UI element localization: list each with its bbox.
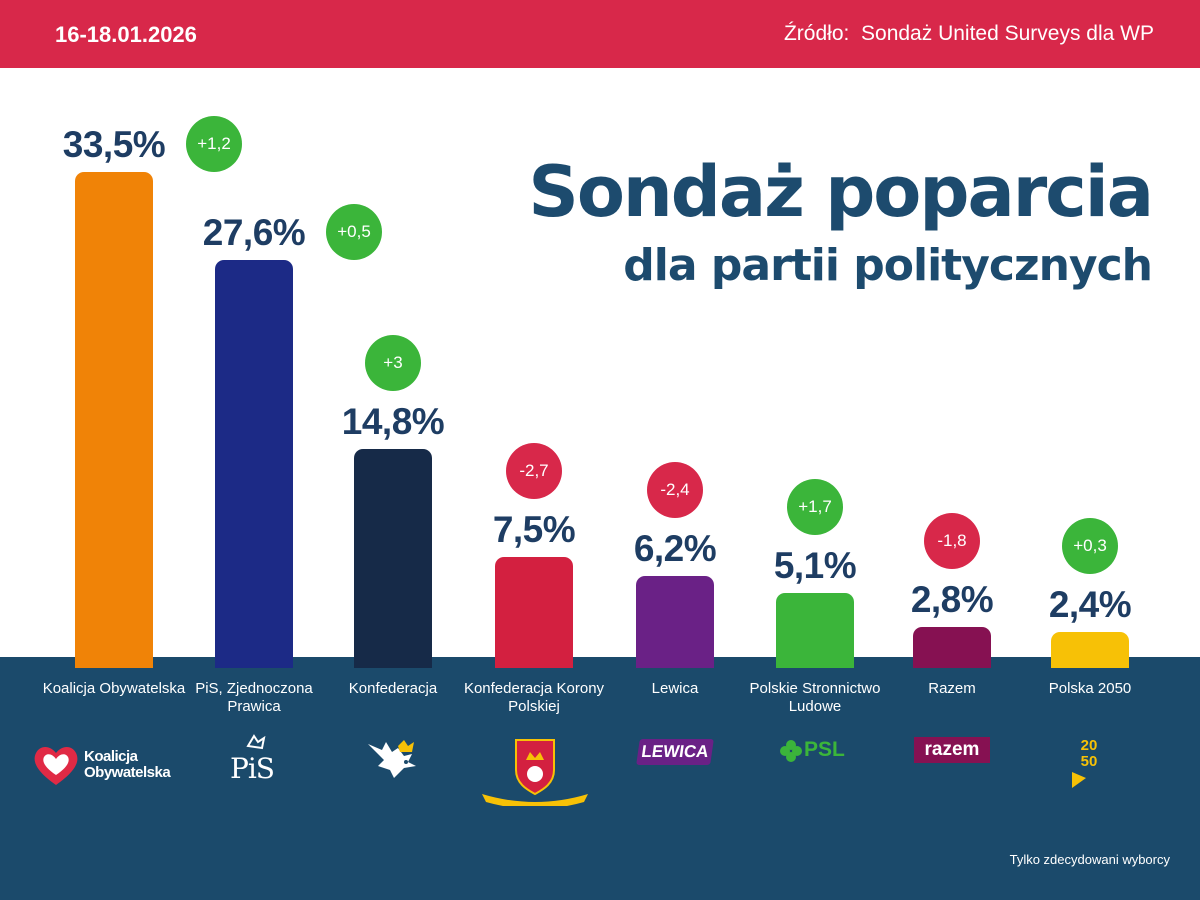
lewica-logo: LEWICA <box>636 739 714 767</box>
header-bar: 16-18.01.2026 Źródło: Sondaż United Surv… <box>0 0 1200 68</box>
value-label-3: 14,8% <box>341 400 445 442</box>
poll-source: Źródło: Sondaż United Surveys dla WP <box>783 22 1154 45</box>
psl-logo-text: PSL <box>804 738 845 761</box>
bar-1 <box>75 172 153 668</box>
chart-title: Sondaż poparcia <box>528 151 1154 233</box>
value-label-7: 2,8% <box>910 578 994 620</box>
eagle-crown-icon <box>246 734 266 750</box>
lewica-logo-text: LEWICA <box>636 739 714 765</box>
ko-logo: Koalicja Obywatelska <box>32 743 192 787</box>
pis-logo: PiS <box>226 732 282 785</box>
poll-date: 16-18.01.2026 <box>55 22 197 47</box>
change-badge-1: +1,2 <box>186 116 242 173</box>
change-badge-7: -1,8 <box>924 512 980 569</box>
change-badge-8: +0,3 <box>1062 518 1118 575</box>
value-label-6: 5,1% <box>773 544 857 586</box>
chart-title-block: Sondaż poparcia dla partii politycznych <box>528 150 1154 292</box>
value-label-8: 2,4% <box>1048 584 1132 626</box>
change-badge-6: +1,7 <box>787 478 843 535</box>
ko-logo-text: Koalicja Obywatelska <box>84 748 171 781</box>
value-label-1: 33,5% <box>62 124 166 166</box>
psl-logo: PSL <box>780 738 850 764</box>
konfederacja-logo <box>364 736 420 784</box>
chart-subtitle: dla partii politycznych <box>623 240 1153 291</box>
bottom-panel <box>0 657 1200 900</box>
razem-logo-text: razem <box>914 737 990 763</box>
razem-logo: razem <box>914 737 990 763</box>
change-badge-4: -2,7 <box>506 443 562 499</box>
eagle-icon <box>368 742 416 778</box>
value-label-5: 6,2% <box>633 528 717 570</box>
change-badge-5: -2,4 <box>647 462 703 519</box>
value-label-2: 27,6% <box>202 211 306 253</box>
polska2050-logo-text: 20 50 <box>1080 737 1098 770</box>
change-badge-2: +0,5 <box>326 203 382 260</box>
pis-logo-text: PiS <box>230 752 275 785</box>
clover-icon <box>780 740 802 762</box>
bar-3 <box>354 448 432 668</box>
footnote: Tylko zdecydowani wyborcy <box>1009 852 1170 867</box>
polska2050-logo: 20 50 <box>1072 738 1108 790</box>
triangle-icon <box>1072 772 1086 788</box>
bar-5 <box>636 576 714 668</box>
bar-4 <box>495 557 573 668</box>
value-label-4: 7,5% <box>492 509 576 550</box>
korona-logo <box>480 736 590 806</box>
crown-icon <box>526 752 544 760</box>
bar-2 <box>215 259 293 668</box>
change-badge-3: +3 <box>365 334 421 391</box>
